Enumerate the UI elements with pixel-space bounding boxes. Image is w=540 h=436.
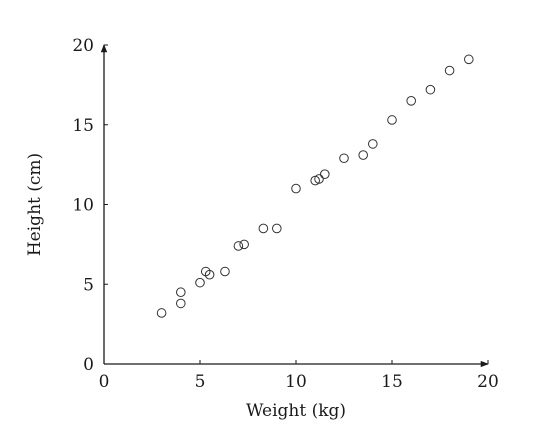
data-point	[176, 298, 186, 309]
data-point	[176, 287, 186, 298]
y-tick-label: 15	[72, 116, 94, 136]
y-tick-label: 0	[83, 355, 94, 375]
data-point	[314, 174, 324, 184]
data-point	[291, 183, 301, 194]
data-point	[272, 223, 282, 234]
data-point	[387, 115, 397, 125]
data-point	[156, 308, 167, 318]
x-tick-label: 20	[477, 372, 499, 392]
data-point	[320, 169, 330, 179]
x-tick-label: 0	[99, 372, 110, 392]
x-tick-label: 15	[381, 372, 403, 392]
data-point	[358, 150, 369, 160]
data-point	[406, 96, 417, 106]
y-tick-label: 20	[72, 36, 94, 56]
data-point	[195, 277, 205, 288]
data-point	[425, 84, 436, 95]
x-axis-ticks: 0 5 10 15 20	[99, 360, 499, 392]
y-axis-title: Height (cm)	[25, 153, 45, 256]
x-tick-label: 5	[195, 372, 206, 392]
data-point	[233, 241, 244, 251]
data-point	[258, 223, 269, 234]
data-point	[464, 54, 474, 65]
y-tick-label: 10	[72, 196, 94, 216]
x-tick-label: 10	[285, 372, 307, 392]
y-tick-label: 5	[83, 275, 94, 295]
data-point	[339, 153, 349, 164]
data-points	[156, 54, 474, 318]
data-point	[444, 65, 455, 76]
data-point	[204, 269, 215, 280]
x-axis-title: Weight (kg)	[246, 401, 346, 421]
data-point	[239, 239, 249, 250]
y-axis-ticks: 0 5 10 15 20	[72, 36, 108, 375]
data-point	[220, 266, 230, 277]
data-point	[368, 139, 378, 149]
